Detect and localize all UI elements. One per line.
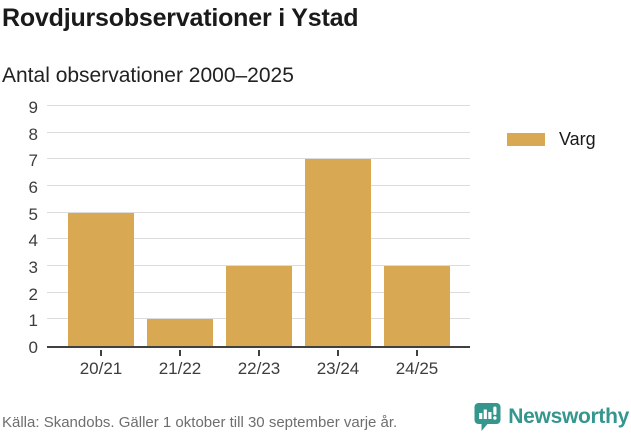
y-tick-label-4: 4 [28, 231, 38, 251]
gridline-5 [47, 211, 470, 213]
x-tick-24/25 [416, 350, 418, 356]
legend-swatch-varg [507, 133, 545, 146]
x-tick-20/21 [100, 350, 102, 356]
bar-21/22 [147, 319, 213, 346]
x-tick-label-24/25: 24/25 [395, 359, 439, 378]
y-tick-label-5: 5 [28, 204, 38, 224]
gridline-7 [47, 158, 470, 160]
bar-22/23 [226, 266, 292, 346]
x-tick-21/22 [179, 350, 181, 356]
y-tick-label-9: 9 [28, 98, 38, 117]
source-note: Källa: Skandobs. Gäller 1 oktober till 3… [2, 414, 398, 431]
page-title: Rovdjursobservationer i Ystad [2, 4, 359, 32]
x-tick-label-23/24: 23/24 [316, 359, 360, 378]
gridline-8 [47, 131, 470, 133]
x-axis-labels: 20/21 21/22 22/23 23/24 24/25 [47, 350, 470, 392]
newsworthy-wordmark: Newsworthy [508, 405, 629, 428]
gridline-9 [47, 105, 470, 106]
gridline-6 [47, 185, 470, 186]
legend-label-varg: Varg [559, 129, 596, 149]
y-tick-label-0: 0 [28, 338, 38, 357]
y-tick-label-2: 2 [28, 284, 38, 304]
gridline-3 [47, 265, 470, 266]
newsworthy-logo[interactable]: Newsworthy [474, 403, 629, 431]
x-tick-label-21/22: 21/22 [158, 359, 202, 378]
y-tick-label-1: 1 [28, 311, 38, 331]
gridline-4 [47, 238, 470, 240]
y-tick-label-8: 8 [28, 124, 38, 144]
x-tick-label-20/21: 20/21 [79, 359, 123, 378]
y-axis-labels: 0 1 2 3 4 5 6 7 8 9 [0, 98, 38, 357]
y-tick-label-6: 6 [28, 178, 38, 197]
y-tick-label-3: 3 [28, 258, 38, 277]
x-tick-22/23 [258, 350, 260, 356]
bar-20/21 [68, 212, 134, 346]
x-tick-23/24 [337, 350, 339, 356]
legend: Varg [507, 129, 596, 150]
chart-subtitle: Antal observationer 2000–2025 [2, 64, 294, 87]
plot-area [47, 105, 470, 348]
y-tick-label-7: 7 [28, 151, 38, 171]
x-tick-label-22/23: 22/23 [237, 359, 281, 378]
bar-23/24 [305, 159, 371, 346]
bar-24/25 [384, 266, 450, 346]
newsworthy-bubble-chart-icon [474, 403, 501, 431]
